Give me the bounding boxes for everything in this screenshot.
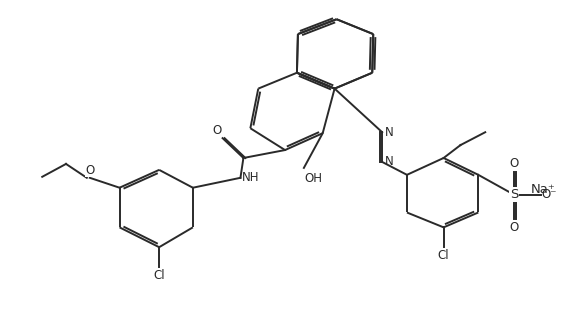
Text: O: O <box>212 124 221 137</box>
Text: O: O <box>509 157 518 170</box>
Text: NH: NH <box>242 171 259 184</box>
Text: O: O <box>509 222 518 234</box>
Text: S: S <box>510 188 518 201</box>
Text: N: N <box>385 155 394 168</box>
Text: N: N <box>385 126 394 139</box>
Text: Na⁺: Na⁺ <box>531 183 555 196</box>
Text: Cl: Cl <box>438 249 450 262</box>
Text: O: O <box>85 164 94 177</box>
Text: Cl: Cl <box>153 269 165 282</box>
Text: OH: OH <box>305 172 323 185</box>
Text: O⁻: O⁻ <box>542 188 557 201</box>
